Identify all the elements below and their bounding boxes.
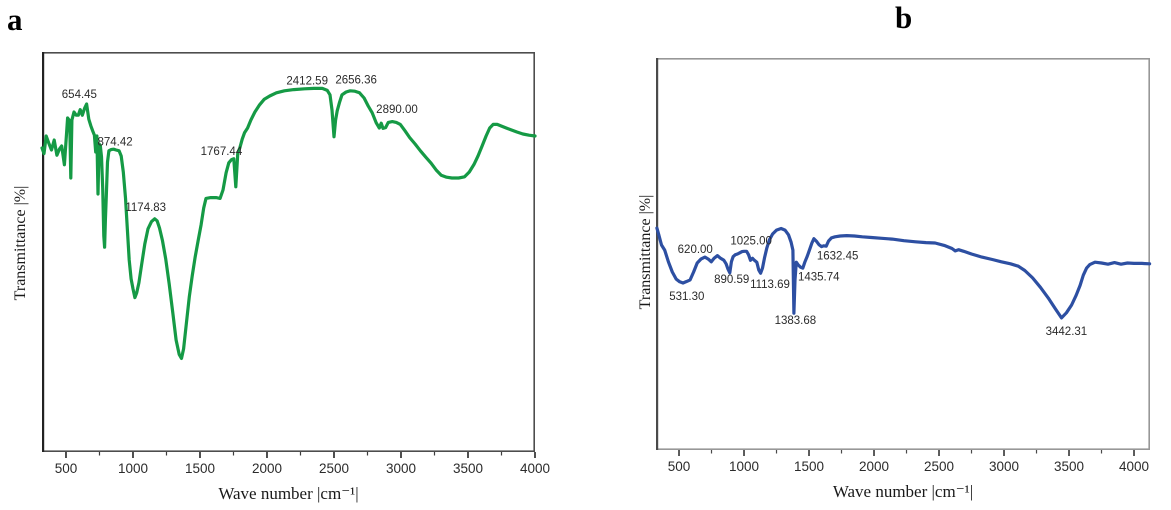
plot-frame [656,58,1150,450]
plot-frame [42,52,535,452]
x-axis-tick-label: 4000 [1119,459,1149,474]
y-axis-title-b: Transmittance |%| [637,194,654,310]
peak-label: 654.45 [62,89,97,101]
x-axis-tick-label: 500 [668,459,691,474]
peak-label: 1767.44 [201,146,243,158]
peak-label: 2890.00 [376,104,418,116]
x-axis-title-b: Wave number |cm⁻¹| [832,482,974,501]
x-axis-tick-label: 2500 [924,459,954,474]
x-axis-tick-label: 500 [55,461,78,476]
x-axis-tick-label: 1500 [794,459,824,474]
x-axis-tick-label: 1000 [118,461,148,476]
peak-label: 2656.36 [335,75,377,87]
x-axis-title-a: Wave number |cm⁻¹| [218,484,359,503]
x-axis-tick-label: 3000 [989,459,1019,474]
x-axis-tick-label: 4000 [520,461,550,476]
x-axis-tick-label: 2000 [859,459,889,474]
ftir-plot-b: 500 1000 1500 2000 2500 3000 3500 4000 531.30 620… [655,58,1152,474]
ftir-plot-a: 500 1000 1500 2000 2500 3000 3500 4000 654.45 874… [40,52,550,476]
peak-label: 1383.68 [775,315,817,327]
spectrum-curve-b [655,226,1152,320]
peak-label: 1174.83 [125,202,166,214]
x-axis-tick-label: 1500 [185,461,215,476]
spectrum-curve-a [40,86,537,360]
peak-label: 620.00 [678,244,713,256]
panel-b-letter: b [895,0,913,35]
y-axis-title-a: Transmittance |%| [12,185,29,301]
peak-label: 2412.59 [286,75,328,87]
peak-label: 890.59 [714,274,749,286]
x-axis-tick-label: 3500 [453,461,483,476]
x-axis-tick-label: 2000 [252,461,282,476]
peak-label: 874.42 [97,137,132,149]
panel-a-letter: a [7,2,23,37]
peak-label: 1025.00 [730,236,772,248]
x-axis-tick-label: 2500 [319,461,349,476]
peak-label: 1435.74 [798,272,840,284]
peak-label: 3442.31 [1046,326,1088,338]
x-axis-tick-label: 3500 [1054,459,1084,474]
peak-label: 531.30 [669,291,704,303]
x-axis-tick-label: 1000 [729,459,759,474]
peak-label: 1113.69 [750,279,790,291]
peak-label: 1632.45 [817,250,859,262]
x-axis-tick-label: 3000 [386,461,416,476]
